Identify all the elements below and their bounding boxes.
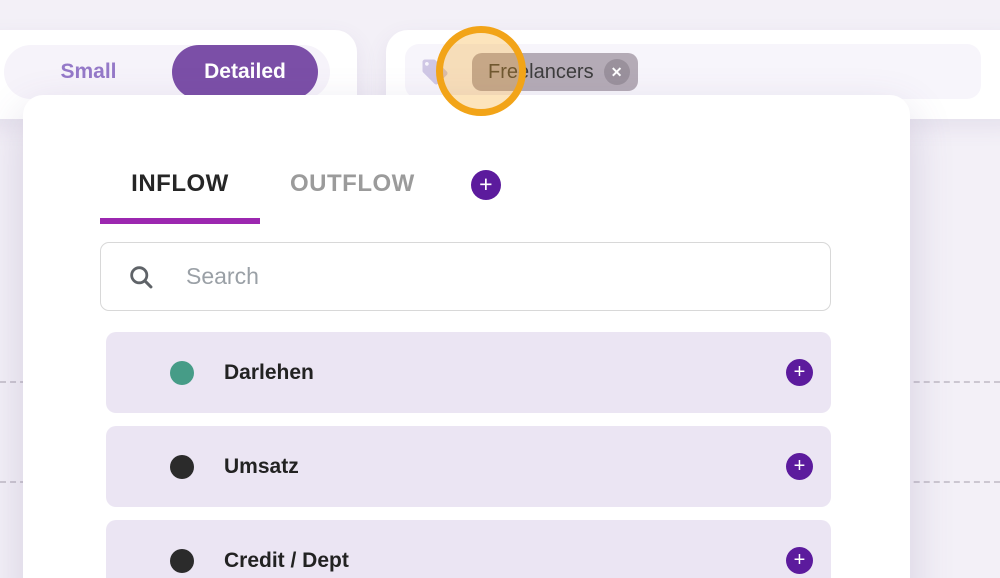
category-row-credit-dept[interactable]: Credit / Dept + [106, 520, 831, 578]
category-color-dot [170, 360, 194, 385]
view-size-toggle: Small Detailed [4, 45, 330, 99]
category-row-umsatz[interactable]: Umsatz + [106, 426, 831, 507]
category-label: Credit / Dept [224, 548, 349, 572]
search-bar[interactable] [100, 242, 831, 311]
toggle-option-detailed[interactable]: Detailed [172, 45, 318, 99]
toggle-option-detailed-label: Detailed [204, 60, 286, 83]
add-category-button[interactable]: + [786, 453, 813, 480]
category-row-darlehen[interactable]: Darlehen + [106, 332, 831, 413]
tag-icon [422, 59, 448, 85]
tag-chip-label: Freelancers [488, 60, 594, 83]
toggle-option-small-label: Small [60, 60, 117, 83]
tab-outflow[interactable]: OUTFLOW [290, 170, 415, 197]
category-color-dot [170, 548, 194, 573]
search-icon [130, 265, 153, 288]
flow-tabs: INFLOW OUTFLOW + [100, 170, 833, 224]
category-list: Darlehen + Umsatz + Credit / Dept + [100, 332, 831, 578]
tag-chip-freelancers[interactable]: Freelancers ✕ [472, 53, 638, 91]
toggle-option-small[interactable]: Small [4, 45, 173, 99]
category-label: Darlehen [224, 360, 314, 384]
add-category-button[interactable]: + [786, 359, 813, 386]
chip-close-icon[interactable]: ✕ [603, 59, 630, 85]
search-input[interactable] [186, 243, 830, 310]
category-label: Umsatz [224, 454, 299, 478]
category-dropdown-panel: INFLOW OUTFLOW + Darlehen + Umsatz + [23, 95, 910, 578]
view-toggle-card: Small Detailed [0, 30, 357, 119]
category-color-dot [170, 454, 194, 479]
add-tab-button[interactable]: + [470, 170, 501, 200]
add-category-button[interactable]: + [786, 547, 813, 574]
tab-inflow[interactable]: INFLOW [100, 170, 260, 224]
